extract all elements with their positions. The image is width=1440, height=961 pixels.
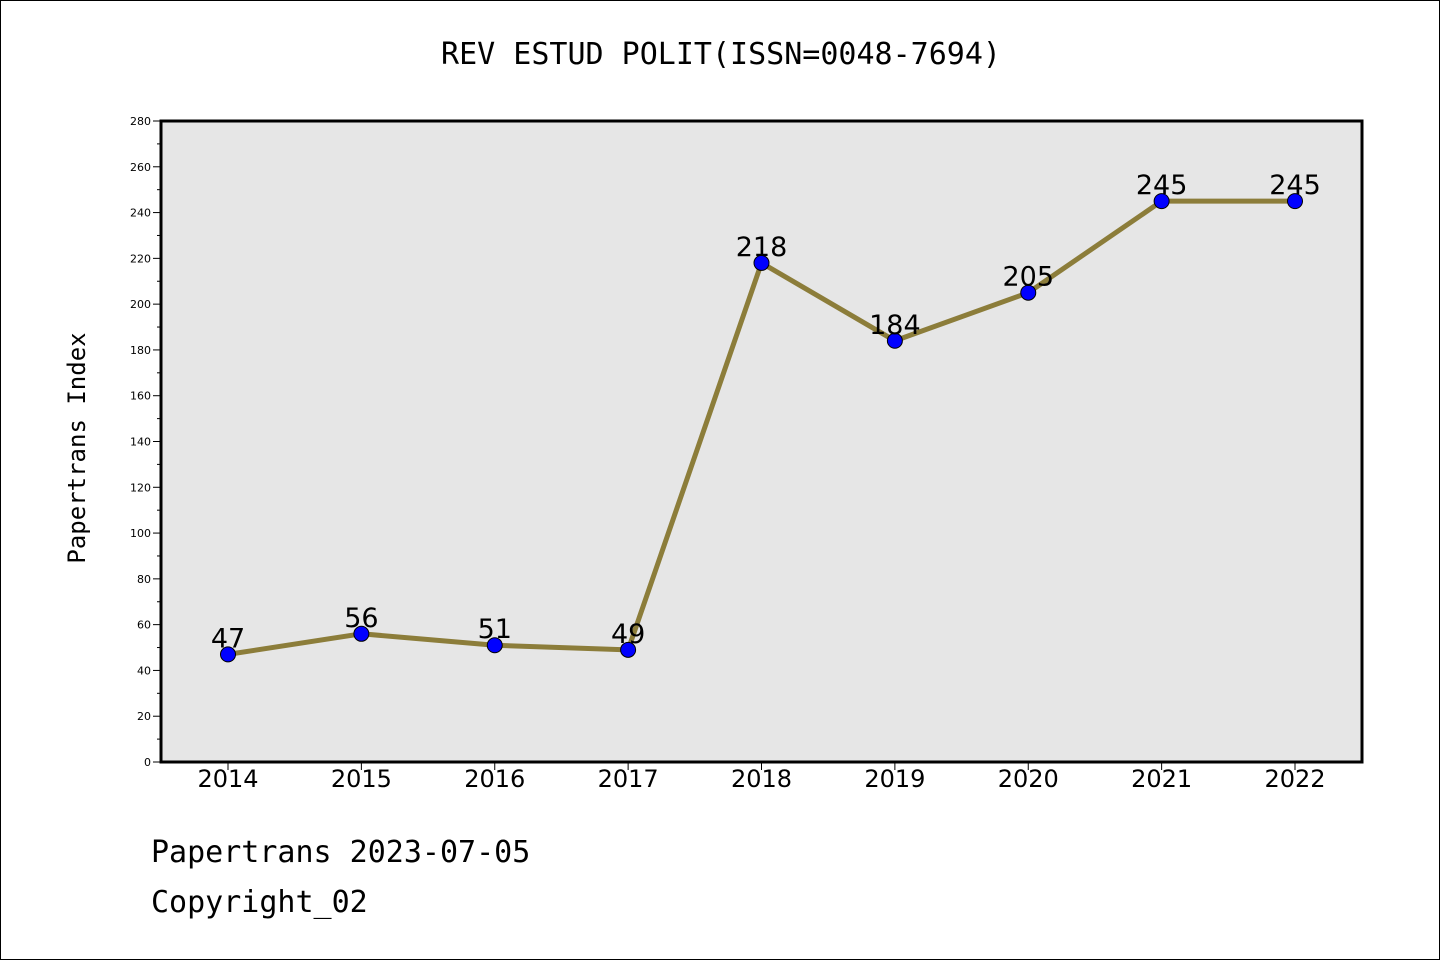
- data-point: [486, 637, 503, 654]
- y-tick-label: 220: [130, 252, 151, 265]
- y-tick-label: 240: [130, 207, 151, 220]
- y-axis: 0 20 40 60 80 100 120 140 160 180 200 220 240 260 280: [130, 115, 161, 769]
- x-axis: 2014 2015 2016 2017 2018 2019 2020 2021 2022: [197, 762, 1326, 793]
- y-tick-label: 180: [130, 344, 151, 357]
- y-tick-label: 60: [137, 619, 151, 632]
- data-label: 49: [611, 619, 645, 650]
- x-tick-label: 2019: [864, 765, 925, 793]
- footer-copyright: Copyright_02: [151, 885, 368, 920]
- x-tick-label: 2015: [331, 765, 392, 793]
- data-point: [886, 332, 903, 349]
- data-point: [1287, 193, 1303, 210]
- series-group: 47 56 51 49 218 184 205 245 245: [211, 170, 1321, 663]
- x-tick-label: 2017: [598, 765, 659, 793]
- x-tick-label: 2020: [998, 765, 1059, 793]
- y-tick-label: 100: [130, 527, 151, 540]
- x-tick-label: 2018: [731, 765, 792, 793]
- y-tick-label: 80: [137, 573, 151, 586]
- data-point: [220, 646, 236, 663]
- plot-area: [159, 119, 1364, 764]
- data-point: [1020, 284, 1037, 301]
- data-label: 51: [478, 614, 512, 645]
- data-label: 245: [1136, 170, 1188, 201]
- chart-title: REV ESTUD POLIT(ISSN=0048-7694): [441, 37, 1001, 72]
- y-tick-label: 260: [130, 161, 151, 174]
- y-tick-label: 140: [130, 436, 151, 449]
- y-axis-label: Papertrans Index: [63, 332, 91, 563]
- y-tick-label: 160: [130, 390, 151, 403]
- x-tick-label: 2022: [1264, 765, 1325, 793]
- x-tick-label: 2021: [1131, 765, 1192, 793]
- data-point: [353, 625, 370, 642]
- y-tick-label: 280: [130, 115, 151, 128]
- data-label: 47: [211, 623, 245, 654]
- data-point: [1153, 193, 1170, 210]
- y-tick-label: 40: [137, 664, 151, 677]
- data-label: 56: [344, 603, 378, 634]
- y-tick-label: 120: [130, 481, 151, 494]
- y-tick-label: 0: [144, 756, 151, 769]
- x-tick-label: 2014: [197, 765, 258, 793]
- footer-date: Papertrans 2023-07-05: [151, 835, 531, 870]
- y-tick-label: 200: [130, 298, 151, 311]
- y-tick-label: 20: [137, 710, 151, 723]
- data-label: 184: [869, 310, 921, 341]
- x-tick-label: 2016: [464, 765, 525, 793]
- data-label: 205: [1002, 262, 1054, 293]
- data-point: [620, 641, 637, 658]
- data-label: 218: [736, 232, 788, 263]
- data-label: 245: [1269, 170, 1321, 201]
- data-point: [753, 254, 770, 271]
